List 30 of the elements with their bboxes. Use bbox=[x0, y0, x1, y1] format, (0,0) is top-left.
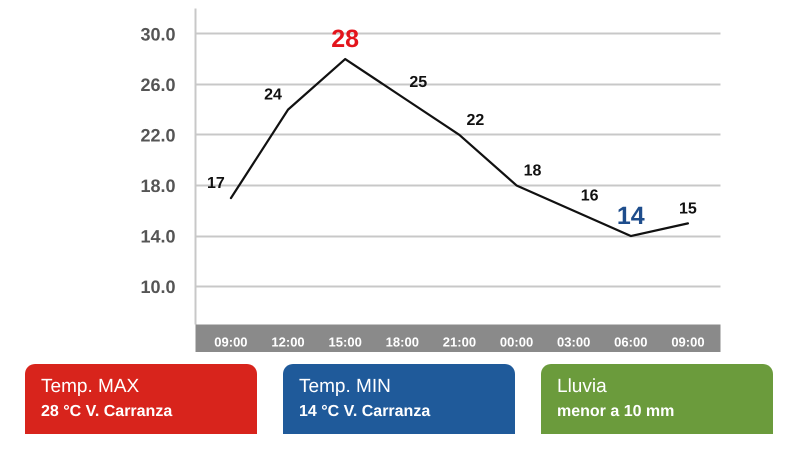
x-tick-label: 15:00 bbox=[328, 334, 362, 350]
y-tick-label: 30.0 bbox=[140, 24, 176, 44]
data-label: 25 bbox=[409, 74, 428, 91]
y-tick-label: 22.0 bbox=[140, 125, 176, 146]
x-tick-label: 21:00 bbox=[442, 334, 476, 350]
text: 14 °C V. Carranza bbox=[299, 402, 430, 422]
x-tick-label: 06:00 bbox=[614, 334, 648, 350]
y-tick-label: 26.0 bbox=[140, 74, 176, 95]
data-label: 22 bbox=[466, 112, 484, 129]
text: Lluvia bbox=[557, 375, 608, 399]
x-tick-label: 09:00 bbox=[671, 334, 705, 350]
text: Temp. MIN bbox=[299, 375, 392, 399]
data-label: 28 bbox=[331, 25, 360, 54]
text: 28 °C V. Carranza bbox=[41, 402, 172, 422]
x-tick-label: 12:00 bbox=[271, 334, 305, 350]
y-tick-label: 14.0 bbox=[140, 226, 176, 247]
data-label: 18 bbox=[524, 162, 542, 180]
text: Temp. MAX bbox=[41, 375, 140, 399]
data-label: 17 bbox=[207, 175, 225, 192]
y-tick-label: 10.0 bbox=[140, 277, 176, 298]
data-label: 15 bbox=[679, 200, 697, 218]
x-tick-label: 00:00 bbox=[500, 334, 534, 350]
data-label: 24 bbox=[264, 86, 282, 104]
x-tick-label: 09:00 bbox=[214, 334, 248, 350]
x-tick-label: 03:00 bbox=[557, 334, 590, 350]
x-tick-label: 18:00 bbox=[386, 334, 419, 350]
text: menor a 10 mm bbox=[557, 402, 674, 422]
data-label: 14 bbox=[616, 202, 645, 230]
y-tick-label: 18.0 bbox=[140, 176, 176, 196]
data-label: 16 bbox=[580, 188, 599, 205]
